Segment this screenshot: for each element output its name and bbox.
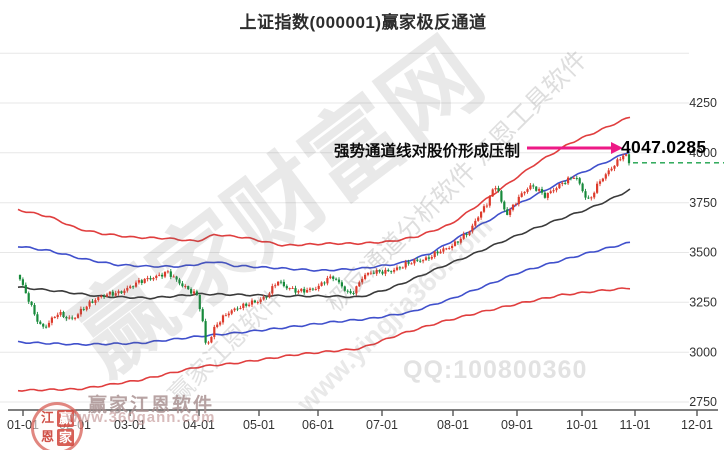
- price-label: 4047.0285: [621, 137, 707, 157]
- x-axis-label: 04-01: [183, 418, 215, 432]
- y-axis-label: 4250: [689, 96, 717, 110]
- seal-char: 赢: [57, 410, 74, 427]
- x-axis-label: 05-01: [243, 418, 275, 432]
- x-axis-label: 03-01: [114, 418, 146, 432]
- x-axis-label: 12-01: [681, 418, 713, 432]
- seal-char: 家: [57, 429, 74, 446]
- pressure-arrow: [527, 142, 623, 154]
- channel-line-strong-upper-red: [17, 116, 631, 247]
- y-axis-labels: 4250 4000 3750 3500 3250 3000 2750: [689, 96, 717, 409]
- y-axis-label: 3500: [689, 246, 717, 260]
- x-axis-label: 06-01: [302, 418, 334, 432]
- channel-line-upper-blue: [17, 151, 631, 272]
- x-axis-label: 07-01: [366, 418, 398, 432]
- brand-seal-logo: 江 赢 恩 家: [31, 402, 83, 450]
- y-axis-label: 3000: [689, 345, 717, 359]
- y-axis-label: 4000: [689, 146, 717, 160]
- candles: [18, 152, 631, 345]
- annotation-text: 强势通道线对股价形成压制: [333, 143, 520, 160]
- x-axis: 01-0102-0103-0104-0105-0106-0107-0108-01…: [7, 409, 718, 432]
- x-axis-label: 11-01: [619, 418, 650, 432]
- chart-title: 上证指数(000001)赢家极反通道: [239, 13, 487, 32]
- watermark-gann-url: www.360gann.com: [66, 409, 216, 426]
- seal-char: 恩: [40, 429, 54, 444]
- watermark-software-name: 赢家江恩软件: [88, 395, 215, 416]
- channel-line-weak-lower-red: [17, 287, 631, 392]
- channel-line-middle-black: [17, 188, 631, 300]
- y-axis-label: 3750: [689, 196, 717, 210]
- seal-char: 江: [40, 410, 54, 425]
- y-axis-label: 2750: [689, 395, 717, 409]
- x-axis-label: 10-01: [566, 418, 598, 432]
- gridlines: [0, 52, 689, 403]
- y-axis-label: 3250: [689, 296, 717, 310]
- x-axis-label: 08-01: [437, 418, 469, 432]
- x-axis-label: 09-01: [501, 418, 533, 432]
- channel-line-lower-blue: [17, 241, 631, 347]
- channel-lines: [17, 116, 631, 392]
